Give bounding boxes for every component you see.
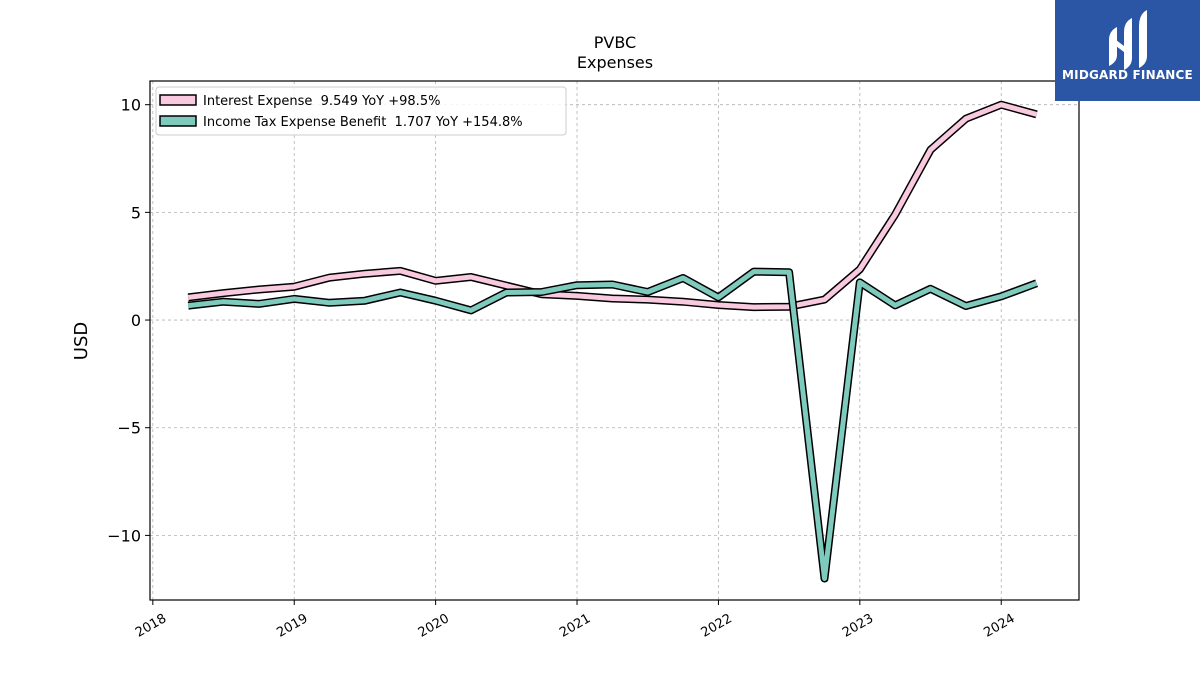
y-axis-label: USD [71,322,92,360]
plot-frame [149,80,1080,601]
legend-label-interest-expense: Interest Expense 9.549 YoY +98.5% [203,94,440,109]
legend: Interest Expense 9.549 YoY +98.5% Income… [155,86,567,136]
y-tick-label: −5 [117,419,141,438]
y-tick-label: 10 [121,96,141,115]
legend-label-income-tax-expense-benefit: Income Tax Expense Benefit 1.707 YoY +15… [203,115,523,130]
series-line-interest-expense [187,102,1038,310]
x-tick-label: 2018 [133,611,169,641]
logo-text: MIDGARD FINANCE [1062,68,1193,82]
x-tick-label: 2021 [557,611,593,641]
x-tick-label: 2020 [416,611,452,641]
series-layer [187,100,1038,583]
series-income-tax-expense-benefit [187,267,1038,583]
chart-subtitle: Expenses [577,53,653,72]
series-line-income-tax-expense-benefit [187,269,1038,581]
y-tick-label: 5 [131,203,141,222]
x-tick-label: 2023 [840,611,876,641]
axis-ticks: 2018 2019 2020 2021 2022 2023 2024 10 5 0 −5 −10 [107,96,1017,641]
x-tick-label: 2024 [981,611,1017,641]
legend-swatch-interest-expense [159,94,197,106]
chart-title: PVBC [594,33,636,52]
legend-swatch-income-tax-expense-benefit [159,115,197,127]
grid-lines [150,81,1079,600]
logo: MIDGARD FINANCE [1055,0,1200,101]
logo-mark-icon [1109,10,1147,70]
y-tick-label: −10 [107,526,141,545]
x-tick-label: 2022 [699,611,735,641]
x-tick-label: 2019 [274,611,310,641]
y-tick-label: 0 [131,311,141,330]
series-line-outline-income-tax-expense-benefit [187,267,1038,583]
series-interest-expense [187,100,1038,312]
legend-box [155,86,567,136]
